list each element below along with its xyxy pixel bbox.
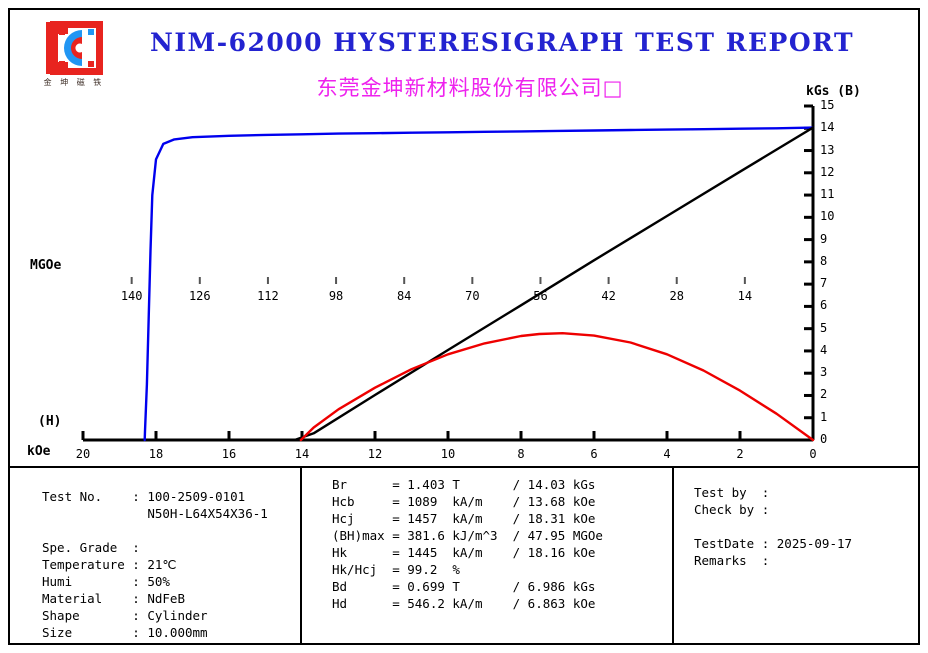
y-tick-label: 8 <box>820 253 828 268</box>
result-row: Hk/Hcj = 99.2 % <box>332 562 513 577</box>
result-row: Bd = 0.699 T / 6.986 kGs <box>332 579 596 594</box>
specimen-row: Spe. Grade : <box>42 540 148 555</box>
mgoe-tick-label: 14 <box>737 289 753 303</box>
y-tick-label: 4 <box>820 342 828 357</box>
result-row: (BH)max = 381.6 kJ/m^3 / 47.95 MGOe <box>332 528 603 543</box>
y-tick-label: 7 <box>820 276 828 291</box>
result-row: Hd = 546.2 kA/m / 6.863 kOe <box>332 596 596 611</box>
secondary-axis-label: MGOe <box>30 258 62 273</box>
x-tick-label: 8 <box>517 447 525 461</box>
y-tick-label: 13 <box>820 142 835 157</box>
result-row: Hcb = 1089 kA/m / 13.68 kOe <box>332 494 596 509</box>
y-tick-label: 3 <box>820 365 828 380</box>
y-tick-label: 2 <box>820 387 828 402</box>
magnetic-results-table: Br = 1.403 T / 14.03 kGs Hcb = 1089 kA/m … <box>332 476 603 612</box>
jinkun-magnet-logo-icon <box>46 21 103 75</box>
x-tick-label: 0 <box>809 447 817 461</box>
y-tick-label: 9 <box>820 231 828 246</box>
result-row: Hk = 1445 kA/m / 18.16 kOe <box>332 545 596 560</box>
mgoe-tick-label: 56 <box>533 289 548 303</box>
x-tick-label: 20 <box>75 447 91 461</box>
logo-caption: 金 坤 磁 铁 <box>43 78 105 87</box>
x-tick-label: 14 <box>294 447 310 461</box>
specimen-row: Humi : 50% <box>42 574 170 589</box>
report-title: NIM-62000 HYSTERESIGRAPH TEST REPORT <box>150 28 855 57</box>
plot-canvas <box>81 104 815 442</box>
mgoe-tick-label: 84 <box>396 289 412 303</box>
signoff-row: Check by : <box>694 502 777 517</box>
intrinsic-curve-J <box>143 126 815 442</box>
x-tick-label: 12 <box>367 447 383 461</box>
y-tick-label: 1 <box>820 409 828 424</box>
info-panels <box>10 466 918 643</box>
x-tick-label: 16 <box>221 447 237 461</box>
x-axis-quantity-label: (H) <box>38 414 62 429</box>
specimen-row: Material : NdFeB <box>42 591 185 606</box>
y-tick-label: 10 <box>820 209 835 224</box>
x-axis-label: kOe <box>27 444 51 459</box>
result-row: Br = 1.403 T / 14.03 kGs <box>332 477 596 492</box>
x-tick-label: 6 <box>590 447 598 461</box>
report-outer-frame <box>8 8 920 645</box>
y-tick-label: 11 <box>820 187 835 202</box>
normal-curve-B <box>293 126 815 442</box>
mgoe-tick-label: 112 <box>257 289 279 303</box>
mgoe-tick-label: 140 <box>120 289 143 303</box>
y-tick-label: 5 <box>820 320 828 335</box>
mgoe-tick-label: 126 <box>188 289 211 303</box>
company-name: 东莞金坤新材料股份有限公司□ <box>316 76 624 100</box>
company-logo: 金 坤 磁 铁 <box>32 20 116 98</box>
spacer <box>42 522 268 539</box>
y-tick-label: 12 <box>820 164 835 179</box>
y-tick-label: 0 <box>820 432 828 446</box>
specimen-row-continued: N50H-L64X54X36-1 <box>42 506 268 521</box>
x-tick-label: 2 <box>736 447 744 461</box>
signoff-row: Test by : <box>694 485 777 500</box>
x-tick-label: 10 <box>440 447 456 461</box>
signoff-row: Remarks : <box>694 553 777 568</box>
y-tick-label: 14 <box>820 120 835 135</box>
y-axis-label: kGs (B) <box>806 84 861 99</box>
mgoe-tick-label: 28 <box>669 289 684 303</box>
specimen-row: Shape : Cylinder <box>42 608 208 623</box>
signoff-table: Test by : Check by : TestDate : 2025-09-… <box>694 484 852 569</box>
mgoe-tick-label: 42 <box>601 289 616 303</box>
mgoe-tick-label: 98 <box>328 289 344 303</box>
specimen-row: Temperature : 21℃ <box>42 557 177 572</box>
specimen-info-table: Test No. : 100-2509-0101 N50H-L64X54X36-… <box>42 488 268 641</box>
specimen-row: Test No. : 100-2509-0101 <box>42 489 246 504</box>
y-tick-label: 15 <box>820 98 835 112</box>
x-tick-label: 4 <box>663 447 671 461</box>
x-tick-label: 18 <box>148 447 164 461</box>
panel-divider-2 <box>672 466 674 643</box>
mgoe-tick-label: 70 <box>465 289 480 303</box>
spacer <box>694 518 852 535</box>
y-tick-label: 6 <box>820 298 828 313</box>
panel-divider-1 <box>300 466 302 643</box>
result-row: Hcj = 1457 kA/m / 18.31 kOe <box>332 511 596 526</box>
signoff-row: TestDate : 2025-09-17 <box>694 536 853 551</box>
specimen-row: Size : 10.000mm <box>42 625 208 640</box>
energy-product-curve-BH <box>299 332 815 442</box>
hysteresis-plot: kGs (B) kOe (H) MGOe 0 1 2 3 4 5 6 7 8 9 10 11 12 13 1… <box>27 84 861 461</box>
